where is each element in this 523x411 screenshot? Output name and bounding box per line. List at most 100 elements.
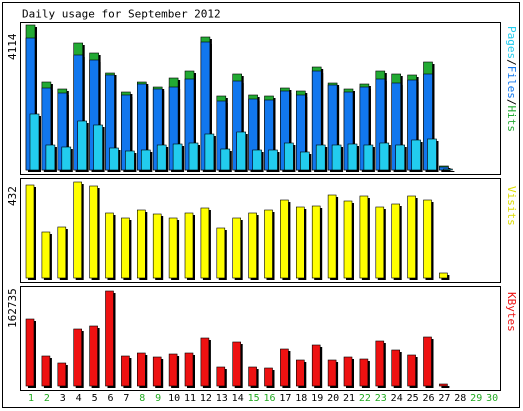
x-tick-label-day-1: 1 (28, 393, 34, 404)
bar-visits-day-8 (137, 209, 146, 279)
x-tick-label-day-28: 28 (454, 393, 466, 404)
bar-kbytes-day-25 (407, 354, 416, 387)
bar-kbytes-day-7 (121, 355, 130, 387)
x-tick-label-day-24: 24 (391, 393, 403, 404)
bar-kbytes-day-5 (89, 325, 98, 387)
x-tick-label-day-12: 12 (200, 393, 212, 404)
panel-frame-kbytes (20, 286, 501, 391)
x-tick-label-day-13: 13 (216, 393, 228, 404)
x-axis-day-labels: 1 2 3 4 5 6 7 8 9 10 11 12 13 14 15 16 17 18 19 20 21 22 23 24 2… (28, 393, 498, 404)
bar-kbytes-day-18 (295, 359, 305, 387)
bar-kbytes-day-6 (105, 290, 114, 387)
bar-kbytes-day-12 (200, 337, 210, 387)
bar-pages-day-14 (236, 131, 246, 171)
bar-pages-day-3 (61, 146, 72, 171)
bar-pages-day-26 (427, 138, 437, 171)
bar-kbytes-day-9 (152, 356, 162, 387)
legend-kbytes: KBytes (505, 292, 518, 332)
chart-title: Daily usage for September 2012 (22, 8, 221, 21)
legend-pages: Pages (505, 26, 518, 59)
bar-kbytes-day-22 (359, 358, 369, 387)
bar-pages-day-10 (172, 143, 183, 171)
bar-pages-day-4 (77, 120, 87, 171)
bar-kbytes-day-14 (232, 341, 241, 387)
bar-visits-day-19 (311, 205, 321, 279)
bar-pages-day-23 (379, 142, 390, 171)
bar-kbytes-day-24 (391, 349, 401, 387)
x-tick-label-day-15: 15 (248, 393, 260, 404)
bar-kbytes-day-17 (280, 348, 289, 387)
bar-pages-day-7 (125, 150, 135, 171)
bar-visits-day-2 (41, 231, 51, 279)
x-tick-label-day-26: 26 (422, 393, 434, 404)
y-max-label-kbytes: 162735 (6, 288, 19, 328)
bar-pages-day-24 (395, 144, 406, 171)
bar-kbytes-day-1 (25, 318, 35, 387)
bar-visits-day-15 (248, 212, 257, 279)
bar-kbytes-day-27-shadow (441, 386, 450, 388)
bar-visits-day-5 (89, 185, 98, 279)
bar-pages-day-1 (29, 113, 40, 171)
bars-visits (25, 181, 450, 280)
x-tick-label-day-9: 9 (155, 393, 161, 404)
x-tick-label-day-18: 18 (295, 393, 307, 404)
x-tick-label-day-29: 29 (470, 393, 482, 404)
bar-pages-day-20 (331, 144, 342, 171)
bar-visits-day-14 (232, 217, 241, 279)
x-tick-label-day-11: 11 (184, 393, 196, 404)
legend-files: Files (505, 66, 518, 99)
bar-pages-day-21 (347, 143, 358, 171)
bar-kbytes-day-4 (73, 328, 82, 387)
legend-sep-1: / (505, 59, 518, 66)
legend-sep-2: / (505, 99, 518, 106)
bar-kbytes-day-16 (264, 367, 273, 387)
bar-visits-day-11 (184, 212, 194, 279)
bar-visits-day-20 (327, 194, 337, 279)
bar-kbytes-day-15 (248, 366, 257, 387)
x-tick-label-day-3: 3 (60, 393, 66, 404)
bar-kbytes-day-19 (311, 344, 321, 387)
x-tick-label-day-19: 19 (311, 393, 323, 404)
bar-visits-day-10 (168, 217, 178, 279)
bar-pages-day-15 (252, 149, 262, 171)
x-tick-label-day-30: 30 (486, 393, 498, 404)
bar-kbytes-day-11 (184, 352, 194, 387)
bar-kbytes-day-8 (137, 352, 146, 387)
x-tick-label-day-22: 22 (359, 393, 371, 404)
bar-visits-day-9 (152, 213, 162, 279)
x-tick-label-day-2: 2 (44, 393, 50, 404)
x-tick-label-day-20: 20 (327, 393, 339, 404)
bar-visits-day-23 (375, 206, 385, 279)
x-tick-label-day-4: 4 (76, 393, 82, 404)
bar-visits-day-4 (73, 181, 82, 279)
outer-frame (2, 2, 520, 408)
bar-pages-day-13 (220, 148, 231, 171)
bar-pages-day-22 (363, 144, 374, 171)
bars-hits-files-pages (25, 24, 455, 172)
bar-kbytes-day-27 (439, 383, 448, 387)
bar-pages-day-12 (204, 133, 215, 171)
bar-visits-day-16 (264, 209, 273, 279)
x-tick-label-day-21: 21 (343, 393, 355, 404)
bar-pages-day-9 (156, 144, 167, 171)
bar-visits-day-12 (200, 207, 210, 279)
bar-visits-day-24 (391, 203, 401, 279)
bar-pages-day-25 (411, 139, 421, 171)
bars-kbytes (25, 290, 450, 388)
bar-pages-day-11 (188, 142, 199, 171)
bar-kbytes-day-20 (327, 359, 337, 387)
x-tick-label-day-16: 16 (263, 393, 275, 404)
bar-visits-day-1 (25, 184, 35, 279)
bar-pages-day-2 (45, 144, 56, 171)
bar-pages-day-5 (93, 124, 103, 171)
bar-pages-day-8 (141, 149, 151, 171)
bar-visits-day-27 (439, 272, 448, 279)
bar-visits-day-3 (57, 226, 67, 279)
panel-frame-visits (20, 178, 501, 283)
bar-kbytes-day-23 (375, 340, 385, 387)
panel-hits-files-pages: 4114 Pages/Files/Hits (6, 22, 518, 175)
bar-kbytes-day-21 (343, 356, 353, 387)
bar-files-day-27-shadow (441, 169, 451, 172)
bar-kbytes-day-2 (41, 355, 51, 387)
